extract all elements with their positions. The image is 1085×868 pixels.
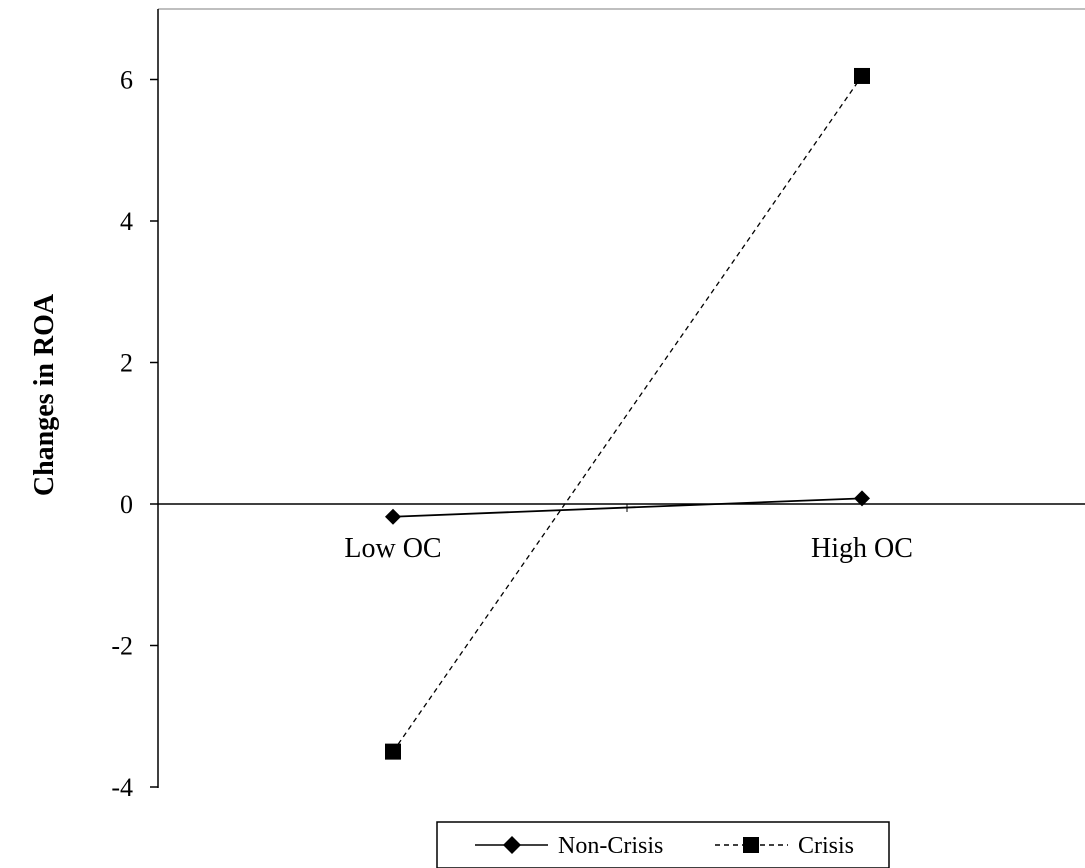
series-line-crisis <box>392 75 863 752</box>
y-axis-ticks <box>150 78 158 788</box>
x-category-label-low-oc: Low OC <box>344 533 441 564</box>
legend-label-crisis: Crisis <box>798 833 854 859</box>
legend-label-non-crisis: Non-Crisis <box>558 833 663 859</box>
y-axis-label: Changes in ROA <box>29 293 60 496</box>
y-tick-label: 2 <box>120 349 133 378</box>
series-line-non-crisis <box>392 497 863 518</box>
x-category-label-high-oc: High OC <box>811 533 913 564</box>
data-point-non-crisis <box>385 508 401 525</box>
data-point-crisis <box>385 743 401 760</box>
y-axis-tick-labels: 6 4 2 0 -2 -4 <box>111 66 133 803</box>
y-tick-label: 4 <box>120 207 133 236</box>
y-tick-label: 0 <box>120 490 133 519</box>
data-point-non-crisis <box>854 490 870 507</box>
legend-marker-crisis <box>743 837 759 853</box>
data-point-crisis <box>854 67 870 84</box>
y-tick-label: -4 <box>111 773 133 802</box>
legend-marker-non-crisis <box>503 836 521 854</box>
x-category-labels: Low OC High OC <box>344 533 913 564</box>
y-tick-label: -2 <box>111 632 133 661</box>
legend: Non-Crisis Crisis <box>436 821 890 868</box>
series-layer <box>385 67 870 760</box>
y-tick-label: 6 <box>120 66 133 95</box>
